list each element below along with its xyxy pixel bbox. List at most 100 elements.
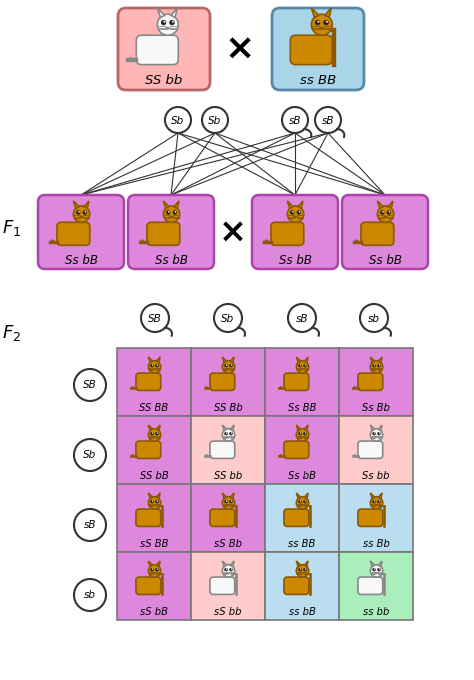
Text: SB: SB — [83, 381, 97, 390]
Circle shape — [370, 496, 383, 509]
Polygon shape — [228, 437, 229, 438]
Text: ss BB: ss BB — [288, 539, 316, 549]
Circle shape — [315, 20, 320, 25]
Bar — [117, 552, 191, 620]
Polygon shape — [174, 201, 179, 208]
Polygon shape — [154, 437, 155, 438]
Circle shape — [226, 500, 227, 502]
Bar — [339, 484, 413, 552]
Polygon shape — [166, 28, 169, 30]
Circle shape — [165, 107, 191, 133]
Circle shape — [231, 432, 232, 434]
FancyBboxPatch shape — [210, 577, 235, 594]
Circle shape — [373, 432, 375, 435]
Circle shape — [157, 568, 158, 570]
Polygon shape — [230, 425, 234, 430]
Circle shape — [379, 432, 380, 434]
Circle shape — [304, 432, 306, 435]
Text: sB: sB — [322, 116, 334, 126]
Circle shape — [151, 364, 154, 367]
Circle shape — [229, 364, 232, 367]
FancyBboxPatch shape — [57, 222, 90, 245]
Circle shape — [373, 500, 375, 503]
Circle shape — [305, 432, 306, 434]
Text: SB: SB — [148, 313, 162, 324]
Circle shape — [155, 500, 158, 503]
Polygon shape — [296, 357, 301, 362]
Circle shape — [170, 20, 174, 25]
Circle shape — [226, 568, 227, 570]
Polygon shape — [154, 369, 155, 370]
Circle shape — [78, 211, 80, 212]
FancyBboxPatch shape — [358, 577, 383, 594]
Circle shape — [305, 364, 306, 366]
Polygon shape — [222, 357, 227, 362]
Polygon shape — [320, 28, 323, 30]
Text: SS Bb: SS Bb — [214, 403, 242, 413]
Circle shape — [300, 568, 301, 570]
Polygon shape — [370, 357, 374, 362]
Polygon shape — [294, 216, 297, 218]
Circle shape — [222, 360, 235, 373]
Circle shape — [299, 500, 301, 503]
Circle shape — [161, 20, 166, 25]
Text: sB: sB — [296, 313, 308, 324]
Text: Ss bB: Ss bB — [64, 254, 98, 267]
Polygon shape — [304, 561, 308, 566]
Circle shape — [148, 360, 161, 373]
Bar — [265, 552, 339, 620]
FancyBboxPatch shape — [136, 577, 161, 594]
Circle shape — [296, 564, 309, 577]
Polygon shape — [148, 357, 153, 362]
Polygon shape — [228, 573, 229, 574]
Polygon shape — [154, 505, 155, 506]
Polygon shape — [375, 437, 377, 438]
Polygon shape — [80, 216, 83, 218]
Bar — [265, 484, 339, 552]
Circle shape — [370, 428, 383, 441]
Text: SS bb: SS bb — [214, 471, 242, 481]
FancyBboxPatch shape — [136, 441, 161, 458]
Text: ss bB: ss bB — [289, 607, 315, 617]
Bar — [339, 416, 413, 484]
Circle shape — [175, 211, 176, 212]
Circle shape — [141, 304, 169, 332]
Circle shape — [168, 211, 170, 212]
Polygon shape — [301, 437, 303, 438]
Circle shape — [387, 211, 391, 214]
Circle shape — [374, 568, 375, 570]
Polygon shape — [148, 561, 153, 566]
Polygon shape — [230, 357, 234, 362]
Circle shape — [152, 364, 153, 366]
Circle shape — [76, 211, 80, 214]
Circle shape — [370, 564, 383, 577]
FancyBboxPatch shape — [358, 441, 383, 458]
Circle shape — [166, 211, 170, 214]
Polygon shape — [156, 561, 160, 566]
Circle shape — [83, 211, 87, 214]
Circle shape — [374, 364, 375, 366]
Text: Ss bB: Ss bB — [369, 254, 401, 267]
Circle shape — [373, 568, 375, 571]
Circle shape — [157, 14, 178, 35]
Polygon shape — [157, 8, 164, 18]
Polygon shape — [377, 201, 383, 208]
Text: SS BB: SS BB — [139, 403, 169, 413]
Circle shape — [288, 304, 316, 332]
FancyBboxPatch shape — [358, 509, 383, 526]
Circle shape — [377, 206, 394, 222]
Circle shape — [172, 21, 173, 22]
FancyBboxPatch shape — [358, 373, 383, 390]
Circle shape — [300, 364, 301, 366]
Circle shape — [226, 364, 227, 366]
Circle shape — [151, 432, 154, 435]
Bar — [265, 348, 339, 416]
Polygon shape — [84, 201, 89, 208]
Text: Sb: Sb — [172, 116, 185, 126]
Polygon shape — [384, 216, 387, 218]
Text: sB: sB — [84, 520, 96, 530]
FancyBboxPatch shape — [137, 35, 178, 65]
Bar — [117, 484, 191, 552]
Circle shape — [304, 500, 306, 503]
FancyBboxPatch shape — [210, 441, 235, 458]
